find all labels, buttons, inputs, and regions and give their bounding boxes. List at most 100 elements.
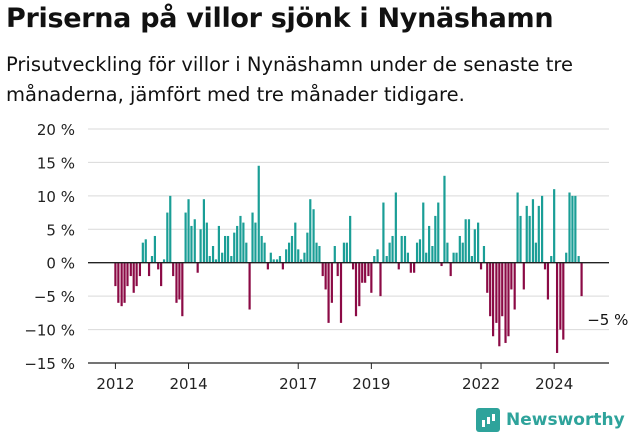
bar xyxy=(354,262,358,317)
bar xyxy=(287,242,291,263)
bar xyxy=(254,222,257,263)
bar xyxy=(300,259,303,263)
bar xyxy=(327,262,330,323)
bar xyxy=(422,202,425,263)
bar xyxy=(543,262,547,270)
bar xyxy=(275,259,279,263)
bar xyxy=(428,225,431,263)
bar xyxy=(221,252,224,263)
bar xyxy=(187,199,190,263)
bar xyxy=(504,262,507,343)
bar xyxy=(473,229,476,263)
bar xyxy=(132,262,135,293)
bar xyxy=(510,262,513,290)
bar xyxy=(153,235,157,263)
bar xyxy=(333,246,336,263)
bar xyxy=(224,235,227,263)
brand-name: Newsworthy xyxy=(506,410,625,430)
bar xyxy=(160,262,163,287)
bar xyxy=(522,262,525,290)
bar xyxy=(406,252,410,263)
bar xyxy=(409,262,412,273)
bar xyxy=(525,205,528,263)
bar xyxy=(251,212,254,263)
bar xyxy=(202,199,205,263)
bar xyxy=(147,262,151,277)
bar xyxy=(540,195,544,263)
chart-title: Priserna på villor sjönk i Nynäshamn xyxy=(6,3,554,34)
bar xyxy=(455,252,458,263)
x-tick-label: 2014 xyxy=(169,375,207,393)
bar xyxy=(571,195,574,263)
bar xyxy=(464,219,467,263)
bar xyxy=(303,252,306,263)
bar xyxy=(233,232,236,263)
bar xyxy=(385,256,388,263)
x-tick-label: 2017 xyxy=(279,375,317,393)
bar xyxy=(489,262,492,317)
bar xyxy=(361,262,364,283)
bar xyxy=(248,262,251,310)
bar xyxy=(376,249,379,263)
bar xyxy=(269,252,272,263)
bar xyxy=(114,262,117,287)
bar xyxy=(574,195,577,263)
bar xyxy=(452,252,455,263)
bar xyxy=(577,256,580,263)
bar xyxy=(336,262,339,277)
bar xyxy=(400,235,403,263)
bar xyxy=(482,246,486,263)
y-tick-label: 5 % xyxy=(46,221,75,239)
bar xyxy=(166,212,169,263)
bar xyxy=(418,239,422,263)
bar xyxy=(388,242,391,263)
bar xyxy=(498,262,501,347)
axes: 20 % 15 % 10 % 5 % 0 % −5 % −10 % −15 % 2012 2014… xyxy=(24,121,628,393)
bar xyxy=(290,235,294,263)
x-tick-label: 2022 xyxy=(462,375,500,393)
bar xyxy=(349,215,352,263)
bar xyxy=(309,199,312,263)
bar xyxy=(470,256,473,263)
bar xyxy=(117,262,120,303)
bar xyxy=(565,252,568,263)
bar xyxy=(519,215,522,263)
bar xyxy=(437,202,440,263)
bar xyxy=(391,235,394,263)
bar xyxy=(364,262,367,283)
bar xyxy=(157,262,160,270)
bar xyxy=(568,192,571,263)
bar xyxy=(516,192,519,263)
bar xyxy=(141,242,144,263)
bar xyxy=(528,215,531,263)
bar xyxy=(373,256,376,263)
bar xyxy=(382,202,385,263)
chart-subtitle: Prisutveckling för villor i Nynäshamn un… xyxy=(6,53,573,106)
bar xyxy=(172,262,175,277)
x-tick-label: 2024 xyxy=(535,375,573,393)
y-tick-label: −5 % xyxy=(34,288,75,306)
bar xyxy=(211,246,215,263)
bar xyxy=(144,239,147,263)
bar xyxy=(339,262,343,323)
gridlines xyxy=(88,128,609,364)
bar xyxy=(546,262,550,300)
x-tick-label: 2012 xyxy=(96,375,134,393)
bar xyxy=(281,262,284,270)
bar xyxy=(199,229,202,263)
bar-chart-icon xyxy=(476,408,500,432)
bar xyxy=(358,262,361,307)
bar xyxy=(297,249,300,263)
bar xyxy=(507,262,510,337)
bar xyxy=(126,262,129,287)
y-tick-label: 10 % xyxy=(37,188,75,206)
bar xyxy=(135,262,138,287)
bar xyxy=(553,189,556,263)
y-tick-label: −15 % xyxy=(24,355,75,373)
bar xyxy=(413,262,416,273)
bar xyxy=(190,225,193,263)
bar xyxy=(492,262,495,337)
bar xyxy=(278,256,282,263)
bar xyxy=(431,246,434,263)
